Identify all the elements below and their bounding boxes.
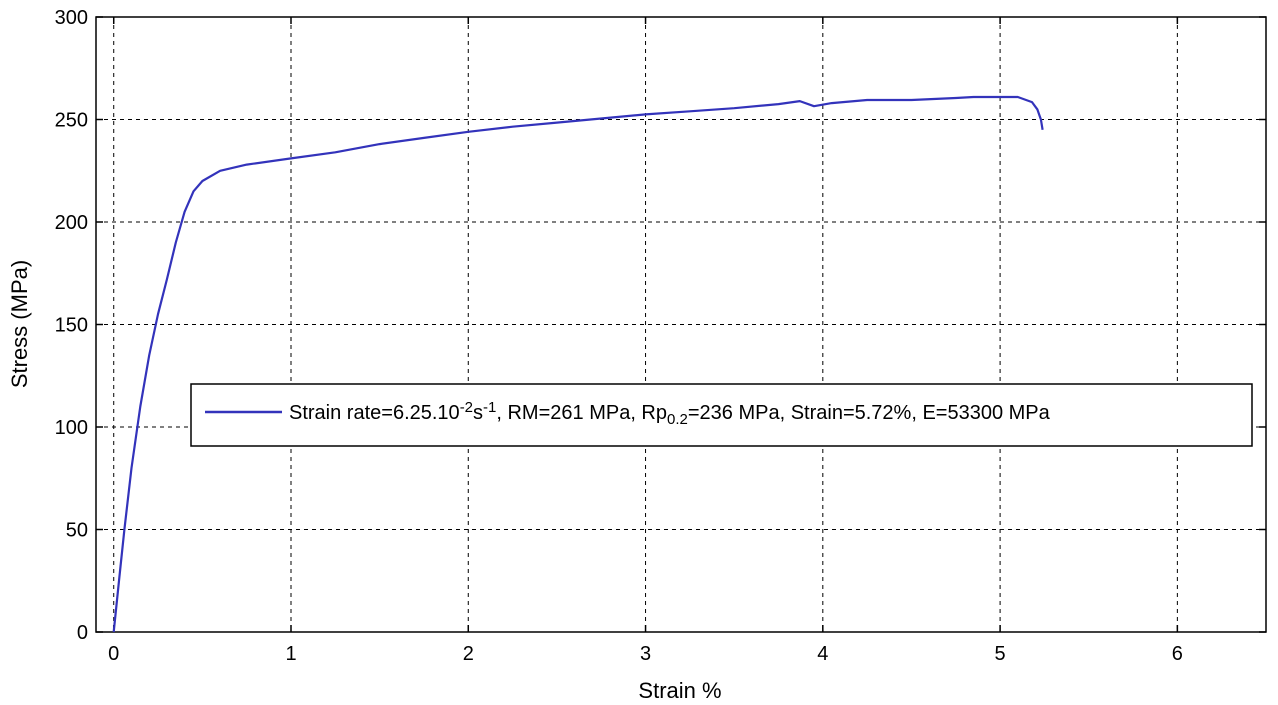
- x-tick-label-6: 6: [1172, 643, 1183, 665]
- legend-text-part-1: -2: [460, 399, 473, 416]
- legend: Strain rate=6.25.10-2s-1, RM=261 MPa, Rp…: [190, 383, 1253, 447]
- legend-text-part-3: -1: [483, 399, 496, 416]
- legend-text-part-6: =236 MPa, Strain=5.72%, E=53300 MPa: [688, 402, 1051, 424]
- x-tick-label-1: 1: [285, 643, 296, 665]
- y-tick-label-2: 100: [55, 417, 88, 439]
- x-tick-label-2: 2: [463, 643, 474, 665]
- legend-text-part-0: Strain rate=6.25.10: [289, 402, 460, 424]
- x-tick-label-0: 0: [108, 643, 119, 665]
- y-tick-label-4: 200: [55, 212, 88, 234]
- y-tick-label-1: 50: [66, 520, 88, 542]
- x-axis-label: Strain %: [638, 678, 721, 703]
- legend-text-part-5: 0.2: [667, 411, 688, 428]
- x-tick-label-4: 4: [817, 643, 828, 665]
- y-axis-label: Stress (MPa): [7, 260, 32, 388]
- legend-text: Strain rate=6.25.10-2s-1, RM=261 MPa, Rp…: [289, 399, 1051, 427]
- y-tick-label-6: 300: [55, 7, 88, 29]
- x-tick-label-5: 5: [995, 643, 1006, 665]
- y-tick-label-3: 150: [55, 315, 88, 337]
- x-tick-label-3: 3: [640, 643, 651, 665]
- series-line-0: [112, 95, 1044, 633]
- y-tick-label-5: 250: [55, 110, 88, 132]
- axis-ticks: 0 1 2 3 4 5 6 0 50 100 150 200 250 300: [55, 7, 1266, 665]
- legend-box: [190, 383, 1253, 447]
- series-group: [112, 95, 1044, 633]
- grid: [96, 17, 1266, 632]
- legend-text-part-4: , RM=261 MPa, Rp: [496, 402, 667, 424]
- legend-text-part-2: s: [473, 402, 483, 424]
- y-tick-label-0: 0: [77, 622, 88, 644]
